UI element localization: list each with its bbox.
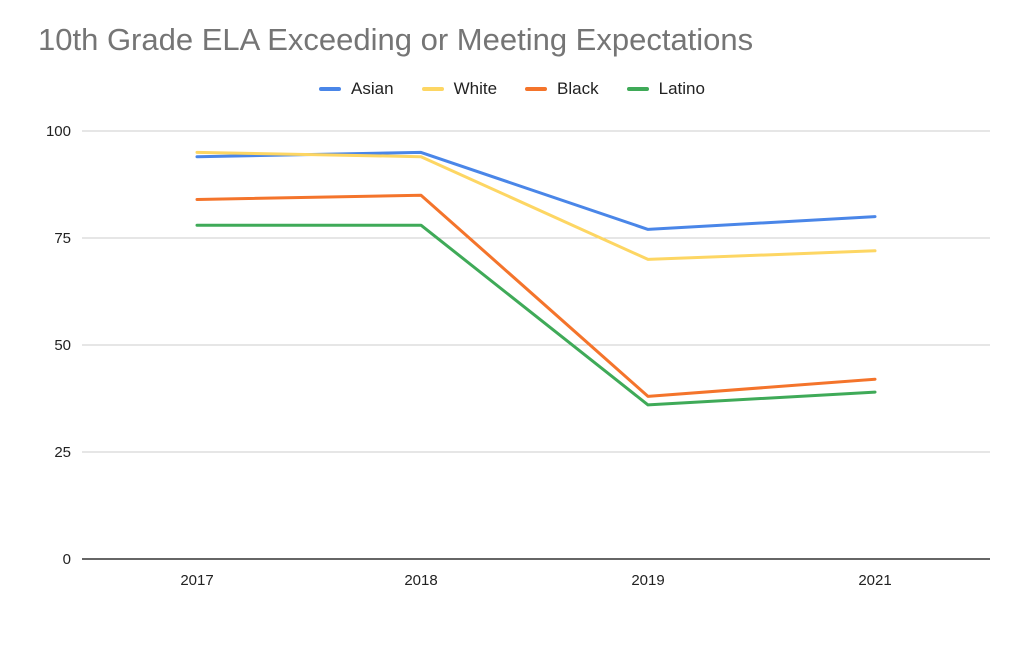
y-tick-label: 100	[46, 123, 71, 140]
legend-item-latino[interactable]: Latino	[626, 79, 705, 99]
series-line-asian	[195, 150, 877, 231]
chart-title: 10th Grade ELA Exceeding or Meeting Expe…	[38, 22, 754, 57]
legend: Asian White Black Latino	[0, 79, 1024, 99]
legend-item-black[interactable]: Black	[525, 79, 599, 99]
legend-swatch-black	[525, 87, 548, 91]
x-tick-label: 2019	[631, 572, 664, 589]
legend-label-latino: Latino	[658, 79, 705, 98]
y-tick-label: 25	[54, 444, 71, 461]
y-tick-label: 75	[54, 230, 71, 247]
y-tick-label: 50	[54, 337, 71, 354]
legend-swatch-latino	[626, 87, 649, 91]
legend-item-white[interactable]: White	[421, 79, 498, 99]
x-tick-label: 2017	[180, 572, 213, 589]
series-line-latino	[195, 223, 877, 407]
series-line-black	[195, 193, 877, 398]
legend-swatch-asian	[319, 87, 342, 91]
legend-label-black: Black	[557, 79, 599, 98]
legend-item-asian[interactable]: Asian	[319, 79, 394, 99]
x-tick-label: 2021	[858, 572, 891, 589]
x-tick-label: 2018	[404, 572, 437, 589]
series-line-white	[195, 150, 877, 261]
legend-swatch-white	[421, 87, 444, 91]
y-tick-label: 0	[63, 551, 71, 568]
legend-label-asian: Asian	[351, 79, 394, 98]
legend-label-white: White	[453, 79, 498, 98]
